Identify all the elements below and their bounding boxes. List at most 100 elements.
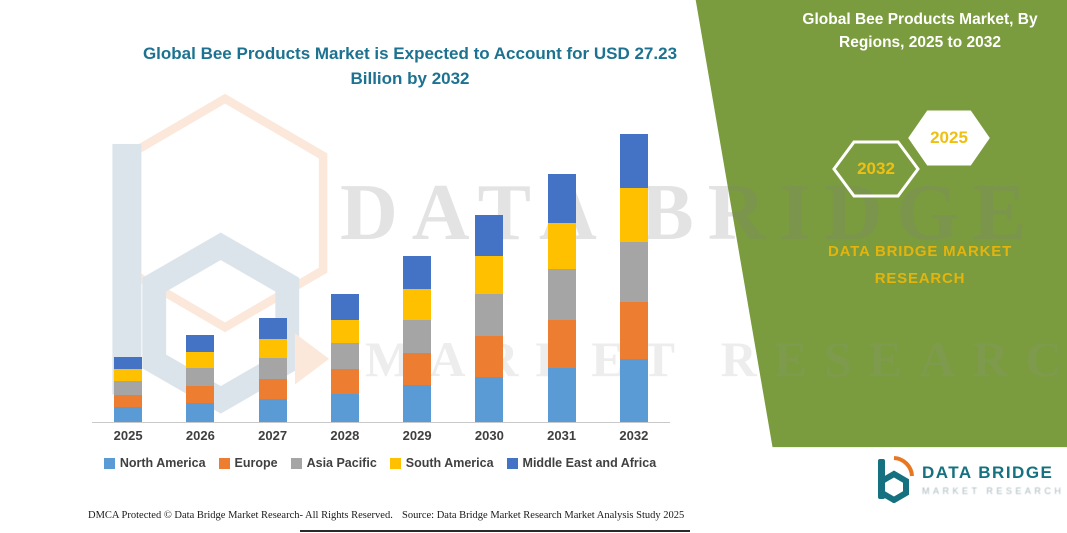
badge-year-2025: 2025 — [930, 128, 968, 147]
footer-dmca-text: DMCA Protected © Data Bridge Market Rese… — [88, 510, 393, 521]
bar-segment-south-america — [475, 256, 504, 295]
bar-segment-asia-pacific — [403, 319, 432, 354]
bar-stack-2026 — [186, 335, 215, 422]
bar-segment-middle-east-and-africa — [114, 356, 143, 370]
bar-column-2030 — [453, 105, 525, 422]
panel-brand-line2: RESEARCH — [874, 270, 966, 287]
chart-legend: North America Europe Asia Pacific South Ame… — [85, 456, 675, 470]
bar-segment-europe — [547, 319, 576, 369]
bar-segment-middle-east-and-africa — [403, 256, 432, 289]
legend-item-asia-pacific: Asia Pacific — [290, 456, 377, 470]
x-label-slot-2032: 2032 — [598, 428, 670, 443]
bar-column-2026 — [164, 105, 236, 422]
bar-segment-south-america — [619, 188, 648, 243]
bar-segment-europe — [258, 378, 287, 399]
logo-orange-arc — [893, 456, 914, 477]
legend-label: Asia Pacific — [306, 456, 377, 470]
bar-column-2028 — [309, 105, 381, 422]
bar-stack-2031 — [547, 173, 576, 422]
bar-segment-middle-east-and-africa — [619, 134, 648, 189]
brand-logo-name: DATA BRIDGE — [922, 463, 1054, 482]
bar-segment-europe — [114, 394, 143, 408]
bar-segment-middle-east-and-africa — [186, 335, 215, 353]
legend-swatch-icon — [290, 457, 302, 469]
bar-segment-asia-pacific — [186, 368, 215, 387]
x-axis-labels: 2025 2026 2027 2028 2029 2030 2031 2032 — [92, 428, 670, 443]
x-axis-label: 2027 — [258, 428, 288, 443]
legend-item-south-america: South America — [389, 456, 494, 470]
bar-segment-south-america — [330, 319, 359, 343]
bar-segment-asia-pacific — [547, 268, 576, 320]
bar-column-2029 — [381, 105, 453, 422]
brand-logo: DATA BRIDGE MARKET RESEARCH — [872, 455, 1064, 503]
panel-brand-line1: DATA BRIDGE MARKET — [827, 243, 1013, 260]
panel-brand-text: DATA BRIDGE MARKET RESEARCH — [790, 238, 1050, 292]
bar-stack-2030 — [475, 214, 504, 422]
legend-swatch-icon — [506, 457, 518, 469]
badge-hexagon-2025: 2025 — [908, 110, 990, 166]
bar-column-2027 — [237, 105, 309, 422]
brand-logo-icon — [878, 456, 914, 503]
bar-segment-middle-east-and-africa — [475, 214, 504, 257]
x-axis-label: 2032 — [619, 428, 649, 443]
bar-segment-middle-east-and-africa — [330, 294, 359, 320]
bar-segment-asia-pacific — [330, 342, 359, 370]
bar-segment-europe — [475, 336, 504, 377]
legend-label: South America — [405, 456, 494, 470]
bar-segment-south-america — [403, 288, 432, 320]
bar-column-2025 — [92, 105, 164, 422]
bar-segment-europe — [403, 353, 432, 385]
badge-hexagon-2032: 2032 — [832, 140, 920, 198]
legend-swatch-icon — [103, 457, 115, 469]
footer-source-text: Source: Data Bridge Market Research Mark… — [402, 510, 685, 521]
legend-item-middle-east-and-africa: Middle East and Africa — [506, 456, 657, 470]
bottom-divider-line — [300, 530, 690, 532]
legend-swatch-icon — [389, 457, 401, 469]
x-label-slot-2026: 2026 — [164, 428, 236, 443]
bar-column-2031 — [526, 105, 598, 422]
bar-stack-2032 — [619, 134, 648, 422]
legend-label: Middle East and Africa — [522, 456, 657, 470]
bar-segment-north-america — [330, 393, 359, 422]
bar-segment-north-america — [186, 403, 215, 422]
bar-segment-north-america — [114, 407, 143, 422]
bar-stack-2027 — [258, 317, 287, 422]
hexagon-outline — [832, 140, 920, 198]
legend-label: North America — [119, 456, 206, 470]
bar-segment-north-america — [547, 368, 576, 422]
chart-title: Global Bee Products Market is Expected t… — [142, 44, 678, 88]
panel-title: Global Bee Products Market, By Regions, … — [802, 11, 1038, 52]
legend-item-north-america: North America — [103, 456, 206, 470]
bar-stack-2025 — [114, 356, 143, 422]
x-axis-label: 2026 — [185, 428, 215, 443]
bar-segment-middle-east-and-africa — [258, 317, 287, 339]
legend-item-europe: Europe — [218, 456, 278, 470]
logo-b-bowl — [879, 470, 909, 503]
x-label-slot-2030: 2030 — [453, 428, 525, 443]
plot-area — [92, 105, 670, 423]
bar-column-2032 — [598, 105, 670, 422]
x-axis-label: 2028 — [330, 428, 360, 443]
bar-segment-north-america — [475, 376, 504, 422]
bar-segment-south-america — [186, 352, 215, 369]
legend-label: Europe — [234, 456, 278, 470]
bar-segment-asia-pacific — [475, 294, 504, 337]
x-label-slot-2029: 2029 — [381, 428, 453, 443]
x-label-slot-2027: 2027 — [237, 428, 309, 443]
badge-year-2032: 2032 — [857, 159, 895, 178]
bar-segment-south-america — [114, 369, 143, 381]
x-label-slot-2025: 2025 — [92, 428, 164, 443]
brand-logo-subtitle: MARKET RESEARCH — [922, 486, 1065, 496]
bar-segment-asia-pacific — [114, 380, 143, 395]
bar-segment-europe — [330, 369, 359, 394]
hexagon-fill — [908, 110, 990, 166]
bar-stack-2028 — [330, 294, 359, 422]
x-axis-label: 2031 — [547, 428, 577, 443]
bar-segment-north-america — [403, 385, 432, 422]
x-axis-label: 2029 — [402, 428, 432, 443]
x-axis-label: 2030 — [474, 428, 504, 443]
bar-segment-south-america — [258, 338, 287, 358]
legend-swatch-icon — [218, 457, 230, 469]
bar-segment-north-america — [619, 358, 648, 422]
